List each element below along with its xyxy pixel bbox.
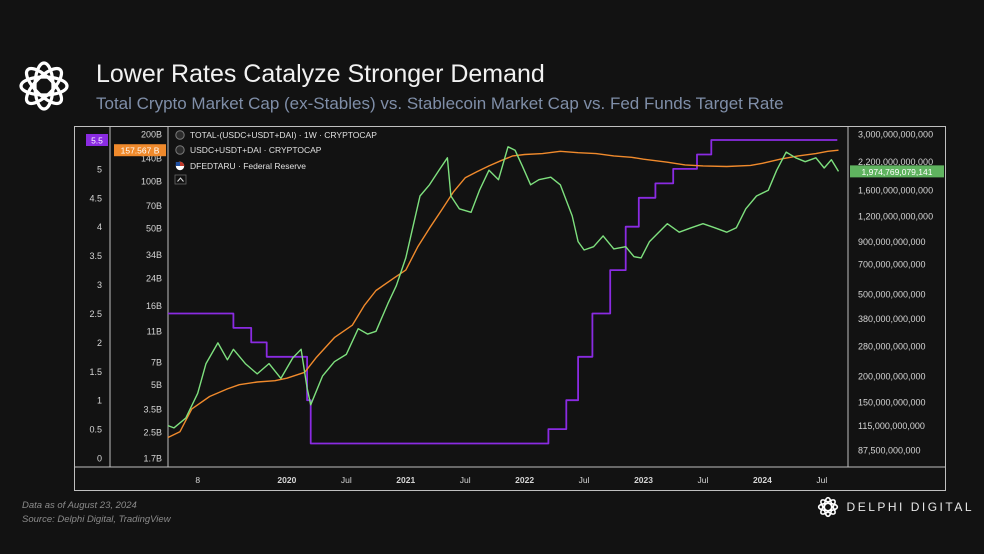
x-axis-tick: 2022 bbox=[515, 475, 534, 485]
stablecoin-axis-tick: 34B bbox=[146, 250, 162, 260]
series-line-total-mcap bbox=[167, 146, 840, 429]
stablecoin-axis-tick: 200B bbox=[141, 130, 162, 140]
total-axis-tick: 280,000,000,000 bbox=[858, 342, 926, 352]
chart-subtitle: Total Crypto Market Cap (ex-Stables) vs.… bbox=[96, 94, 784, 113]
x-axis-tick: 2020 bbox=[277, 475, 296, 485]
rate-axis-tick: 2.5 bbox=[89, 309, 102, 319]
x-axis-tick: Jul bbox=[579, 475, 590, 485]
rate-axis-tick: 0 bbox=[97, 454, 102, 464]
delphi-logo-icon bbox=[19, 61, 69, 111]
chart-title: Lower Rates Catalyze Stronger Demand bbox=[96, 60, 545, 88]
rate-axis-tick: 4.5 bbox=[89, 193, 102, 203]
series-line-stablecoin bbox=[167, 149, 839, 439]
rate-axis-tick: 2 bbox=[97, 338, 102, 348]
total-axis-tick: 115,000,000,000 bbox=[858, 421, 925, 431]
x-axis-tick: Jul bbox=[460, 475, 471, 485]
delphi-brand-icon bbox=[817, 496, 838, 518]
stablecoin-axis-tick: 100B bbox=[141, 177, 162, 187]
rate-axis-tick: 5.5 bbox=[91, 136, 103, 146]
rate-axis-tick: 5 bbox=[97, 164, 102, 174]
stablecoin-axis-tick: 70B bbox=[146, 201, 162, 211]
x-axis-tick: 2024 bbox=[753, 475, 772, 485]
rate-axis-tick: 0.5 bbox=[89, 425, 102, 435]
total-axis-tick: 900,000,000,000 bbox=[858, 237, 926, 247]
x-axis-tick: 2021 bbox=[396, 475, 415, 485]
stablecoin-axis-tick: 50B bbox=[146, 224, 162, 234]
total-axis-tick: 2,200,000,000,000 bbox=[858, 157, 933, 167]
rate-axis-tick: 1.5 bbox=[89, 367, 102, 377]
stablecoin-axis-tick: 11B bbox=[147, 327, 162, 337]
legend-entry-total: TOTAL-(USDC+USDT+DAI) · 1W · CRYPTOCAP bbox=[190, 130, 377, 140]
total-axis-tick: 87,500,000,000 bbox=[858, 445, 921, 455]
legend-entry-fed-rate: DFEDTARU · Federal Reserve bbox=[190, 161, 306, 171]
x-axis-tick: Jul bbox=[698, 475, 709, 485]
brand: DELPHI DIGITAL bbox=[815, 494, 974, 520]
legend-collapse-button[interactable] bbox=[174, 174, 187, 185]
legend-icon-stablecoin bbox=[175, 145, 185, 155]
total-last-value-badge bbox=[850, 165, 944, 178]
chevron-up-icon bbox=[177, 177, 184, 182]
stablecoin-axis-tick: 5B bbox=[151, 380, 162, 390]
chart: 5.5 5 4.5 4 3.5 3 2.5 2 1.5 1 0.5 0 200B 140B 100B 70B 5… bbox=[74, 126, 946, 491]
stablecoin-axis-tick: 1.7B bbox=[143, 454, 162, 464]
x-axis-tick: Jul bbox=[816, 475, 827, 485]
total-axis-tick: 3,000,000,000,000 bbox=[858, 130, 933, 140]
rate-axis-tick: 3.5 bbox=[89, 251, 102, 261]
x-axis-tick: 2023 bbox=[634, 475, 653, 485]
rate-axis-tick: 3 bbox=[97, 280, 102, 290]
total-axis-tick: 1,600,000,000,000 bbox=[858, 186, 933, 196]
stablecoin-last-value-badge bbox=[114, 144, 166, 157]
stablecoin-axis-tick: 3.5B bbox=[143, 404, 162, 414]
stablecoin-axis-tick: 2.5B bbox=[143, 427, 162, 437]
stablecoin-axis-tick: 140B bbox=[141, 154, 162, 164]
total-axis-tick: 380,000,000,000 bbox=[858, 314, 926, 324]
rate-axis-current-badge bbox=[86, 134, 108, 146]
brand-name: DELPHI DIGITAL bbox=[846, 500, 974, 514]
series-line-fed-rate bbox=[168, 139, 838, 445]
total-axis-tick: 1,200,000,000,000 bbox=[858, 211, 933, 221]
rate-axis-tick: 1 bbox=[97, 396, 102, 406]
rate-axis-tick: 4 bbox=[97, 222, 102, 232]
legend-entry-stablecoin: USDC+USDT+DAI · CRYPTOCAP bbox=[190, 145, 322, 155]
us-flag-icon-canton bbox=[175, 162, 180, 166]
total-axis-tick: 150,000,000,000 bbox=[858, 397, 926, 407]
x-axis-tick: 8 bbox=[195, 475, 200, 485]
stablecoin-axis-tick: 16B bbox=[146, 301, 162, 311]
footer-source: Source: Delphi Digital, TradingView bbox=[22, 514, 171, 525]
stablecoin-last-value-label: 157.567 B bbox=[121, 146, 160, 156]
total-axis-tick: 700,000,000,000 bbox=[858, 260, 926, 270]
total-last-value-label: 1,974,769,079,141 bbox=[862, 167, 933, 177]
total-axis-tick: 200,000,000,000 bbox=[858, 372, 926, 382]
legend-icon-total bbox=[175, 130, 185, 140]
stablecoin-axis-tick: 24B bbox=[146, 274, 162, 284]
stablecoin-axis-tick: 7B bbox=[151, 357, 162, 367]
footer-date-note: Data as of August 23, 2024 bbox=[22, 500, 137, 511]
x-axis-tick: Jul bbox=[341, 475, 352, 485]
total-axis-tick: 500,000,000,000 bbox=[858, 290, 926, 300]
